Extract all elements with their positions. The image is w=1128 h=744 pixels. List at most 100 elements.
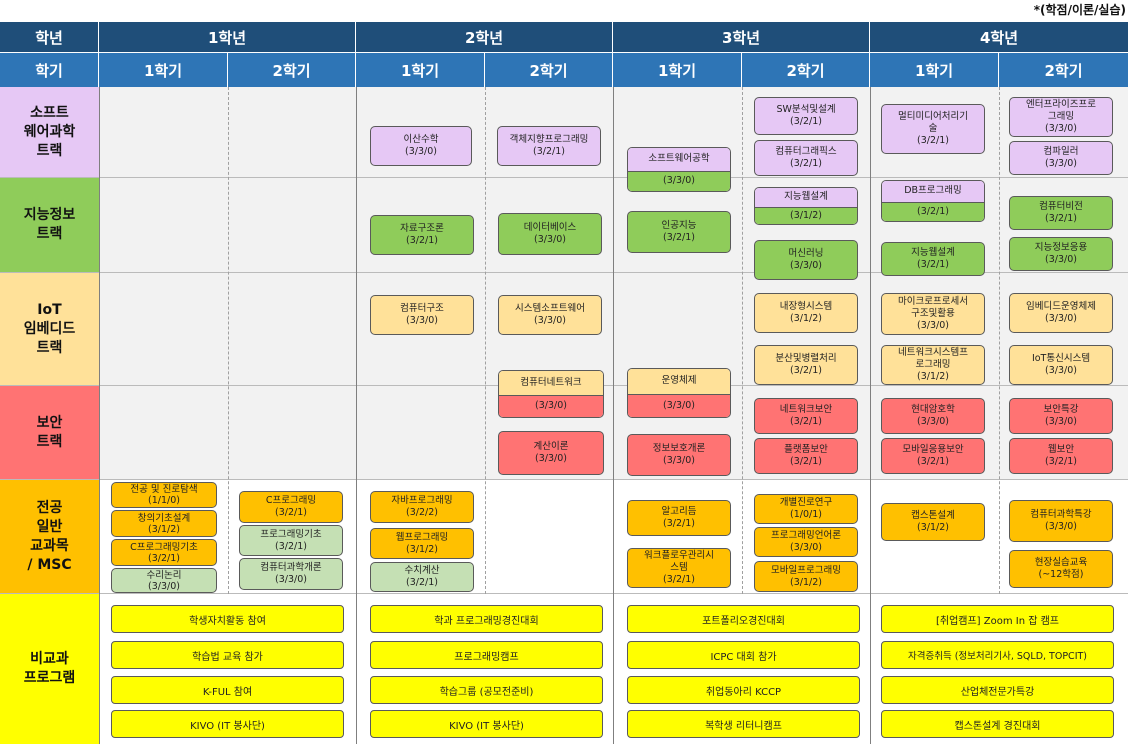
course-credit: (3/2/1) [275,507,307,518]
course-name: 정보보호개론 [652,443,706,454]
course-name: 지능웹설계 [755,188,857,207]
course-name: 수치계산 [404,565,440,576]
course-credit: (3/3/0) [405,146,437,157]
semester-header-3-1: 1학기 [613,53,742,87]
course-box: 컴퓨터비전 (3/2/1) [1009,196,1113,230]
semester-header-3-2: 2학기 [742,53,870,87]
course-credit: (3/2/1) [917,259,949,270]
course-box: SW분석및설계 (3/2/1) [754,97,858,135]
course-credit: (3/2/1) [790,158,822,169]
course-box: 데이터베이스 (3/3/0) [498,213,602,255]
course-box: 인공지능 (3/2/1) [627,211,731,253]
course-name: 머신러닝 [788,248,824,259]
course-name: 네트워크보안 [779,404,833,415]
year-header-label: 학년 [0,22,99,52]
course-name: 보안특강 [1043,404,1079,415]
course-name: 알고리듬 [661,506,697,517]
course-credit: (3/1/2) [790,313,822,324]
year-header-4: 4학년 [870,22,1128,52]
year-header-3: 3학년 [613,22,870,52]
course-box: 네트워크보안 (3/2/1) [754,398,858,434]
course-credit: (3/3/0) [499,394,603,417]
column-divider [356,87,357,744]
course-name: 멀티미디어처리기 술 [898,111,968,134]
program-item-y1-3: K-FUL 참여 [111,676,344,704]
program-item-y1-2: 학습법 교육 참가 [111,641,344,669]
course-name: 컴퓨터과학특강 [1030,509,1092,520]
course-name: 프로그래밍기초 [260,528,322,540]
course-credit: (3/3/0) [1045,123,1077,134]
course-credit: (1/1/0) [148,495,180,506]
column-divider [742,87,743,594]
course-box: 현장실습교육 (~12학점) [1009,550,1113,588]
course-credit: (~12학점) [1038,569,1084,580]
course-name: 웹보안 [1047,444,1075,455]
semester-header-1-1: 1학기 [99,53,228,87]
program-item-y3-3: 취업동아리 KCCP [627,676,860,704]
course-name: 데이터베이스 [523,222,577,233]
course-credit: (3/3/0) [1045,254,1077,265]
course-credit: (3/2/1) [790,456,822,467]
column-divider [870,87,871,744]
course-name: 계산이론 [533,441,569,452]
course-credit: (3/2/1) [790,365,822,376]
course-box: 자바프로그래밍 (3/2/2) [370,491,474,523]
course-name: 개별진로연구 [779,497,833,508]
course-box: 프로그래밍기초 (3/2/1) [239,525,343,556]
program-item-y3-4: 복학생 리터니캠프 [627,710,860,738]
course-box: 모바일응용보안 (3/2/1) [881,438,985,474]
course-box: 분산및병렬처리 (3/2/1) [754,345,858,385]
course-credit: (3/3/0) [663,455,695,466]
course-box: 운영체제 (3/3/0) [627,368,731,418]
program-item-y2-3: 학습그룹 (공모전준비) [370,676,603,704]
course-credit: (3/3/0) [275,574,307,585]
course-box: 시스템소프트웨어 (3/3/0) [498,295,602,335]
course-box: 이산수학 (3/3/0) [370,126,472,166]
year-header-1: 1학년 [99,22,356,52]
course-name: 소프트웨어공학 [628,148,730,171]
course-credit: (3/3/0) [1045,313,1077,324]
track-label-intelligence: 지능정보 트랙 [0,178,99,273]
course-box: 전공 및 진로탐색 (1/1/0) [111,482,217,508]
course-name: SW분석및설계 [776,104,836,115]
course-credit: (3/2/1) [663,518,695,529]
semester-header-2-1: 1학기 [356,53,485,87]
column-divider [485,87,486,594]
course-name: 객체지향프로그래밍 [509,134,589,145]
track-label-software: 소프트 웨어과학 트랙 [0,87,99,178]
course-box: 지능웹설계 (3/1/2) [754,187,858,225]
course-credit: (3/3/0) [1045,365,1077,376]
course-credit: (3/3/0) [790,260,822,271]
course-credit: (3/1/2) [148,523,180,535]
course-credit: (3/1/2) [790,576,822,588]
program-item-y1-4: KIVO (IT 봉사단) [111,710,344,738]
course-credit: (3/2/1) [406,235,438,246]
course-credit: (3/3/0) [148,580,180,592]
course-name: 창의기초설계 [137,512,191,524]
column-divider [613,87,614,744]
course-name: 전공 및 진로탐색 [130,484,198,495]
semester-header-4-1: 1학기 [870,53,999,87]
program-item-y4-2: 자격증취득 (정보처리기사, SQLD, TOPCIT) [881,641,1114,669]
course-box: 웹프로그래밍 (3/1/2) [370,528,474,559]
program-item-y4-3: 산업체전문가특강 [881,676,1114,704]
course-name: 내장형시스템 [779,301,833,312]
course-credit: (3/3/0) [534,234,566,245]
program-item-y3-1: 포트폴리오경진대회 [627,605,860,633]
course-credit: (3/3/0) [917,320,949,331]
course-credit: (3/2/1) [882,201,984,221]
course-name: 웹프로그래밍 [395,531,449,543]
course-box: 마이크로프로세서 구조및활용 (3/3/0) [881,293,985,335]
course-box: 내장형시스템 (3/1/2) [754,293,858,333]
course-name: 임베디드운영체제 [1026,301,1096,312]
program-item-y2-2: 프로그래밍캠프 [370,641,603,669]
course-box: 컴퓨터구조 (3/3/0) [370,295,474,335]
course-credit: (3/2/1) [1045,456,1077,467]
course-box: 현대암호학 (3/3/0) [881,398,985,434]
course-credit: (3/1/2) [917,522,949,533]
course-box: 멀티미디어처리기 술 (3/2/1) [881,104,985,154]
course-name: IoT통신시스템 [1031,353,1091,364]
course-name: 수리논리 [146,569,182,581]
course-credit: (3/2/2) [406,507,438,518]
